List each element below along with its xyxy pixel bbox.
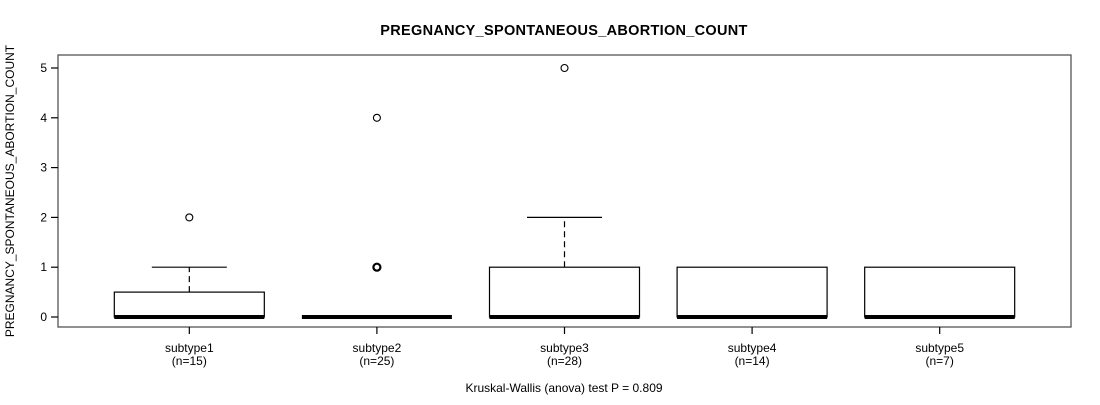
outlier-point bbox=[372, 262, 382, 272]
box-iqr bbox=[864, 266, 1016, 318]
x-category-label: subtype2 bbox=[353, 341, 402, 355]
y-axis-tick-label: 1 bbox=[40, 260, 47, 274]
x-category-count: (n=15) bbox=[172, 354, 207, 368]
box-iqr bbox=[113, 291, 265, 318]
chart-title: PREGNANCY_SPONTANEOUS_ABORTION_COUNT bbox=[380, 23, 747, 39]
y-axis-label: PREGNANCY_SPONTANEOUS_ABORTION_COUNT bbox=[3, 44, 17, 337]
y-axis-tick-label: 3 bbox=[40, 161, 47, 175]
x-category-count: (n=14) bbox=[735, 354, 770, 368]
x-category-label: subtype3 bbox=[540, 341, 589, 355]
x-category-label: subtype1 bbox=[165, 341, 214, 355]
x-category-label: subtype4 bbox=[728, 341, 777, 355]
x-category-count: (n=25) bbox=[359, 354, 394, 368]
box-iqr bbox=[676, 266, 828, 318]
y-axis-tick-label: 2 bbox=[40, 210, 47, 224]
y-axis-tick-label: 5 bbox=[40, 61, 47, 75]
y-axis-tick-label: 4 bbox=[40, 111, 47, 125]
outlier-point bbox=[560, 63, 569, 73]
x-category-count: (n=7) bbox=[926, 354, 954, 368]
outlier-point bbox=[185, 213, 194, 222]
outlier-point bbox=[372, 113, 381, 122]
box-iqr bbox=[488, 266, 641, 318]
stat-test-caption: Kruskal-Wallis (anova) test P = 0.809 bbox=[465, 381, 662, 395]
y-axis-tick-label: 0 bbox=[40, 310, 47, 324]
x-category-count: (n=28) bbox=[547, 354, 582, 368]
x-category-label: subtype5 bbox=[915, 341, 964, 355]
